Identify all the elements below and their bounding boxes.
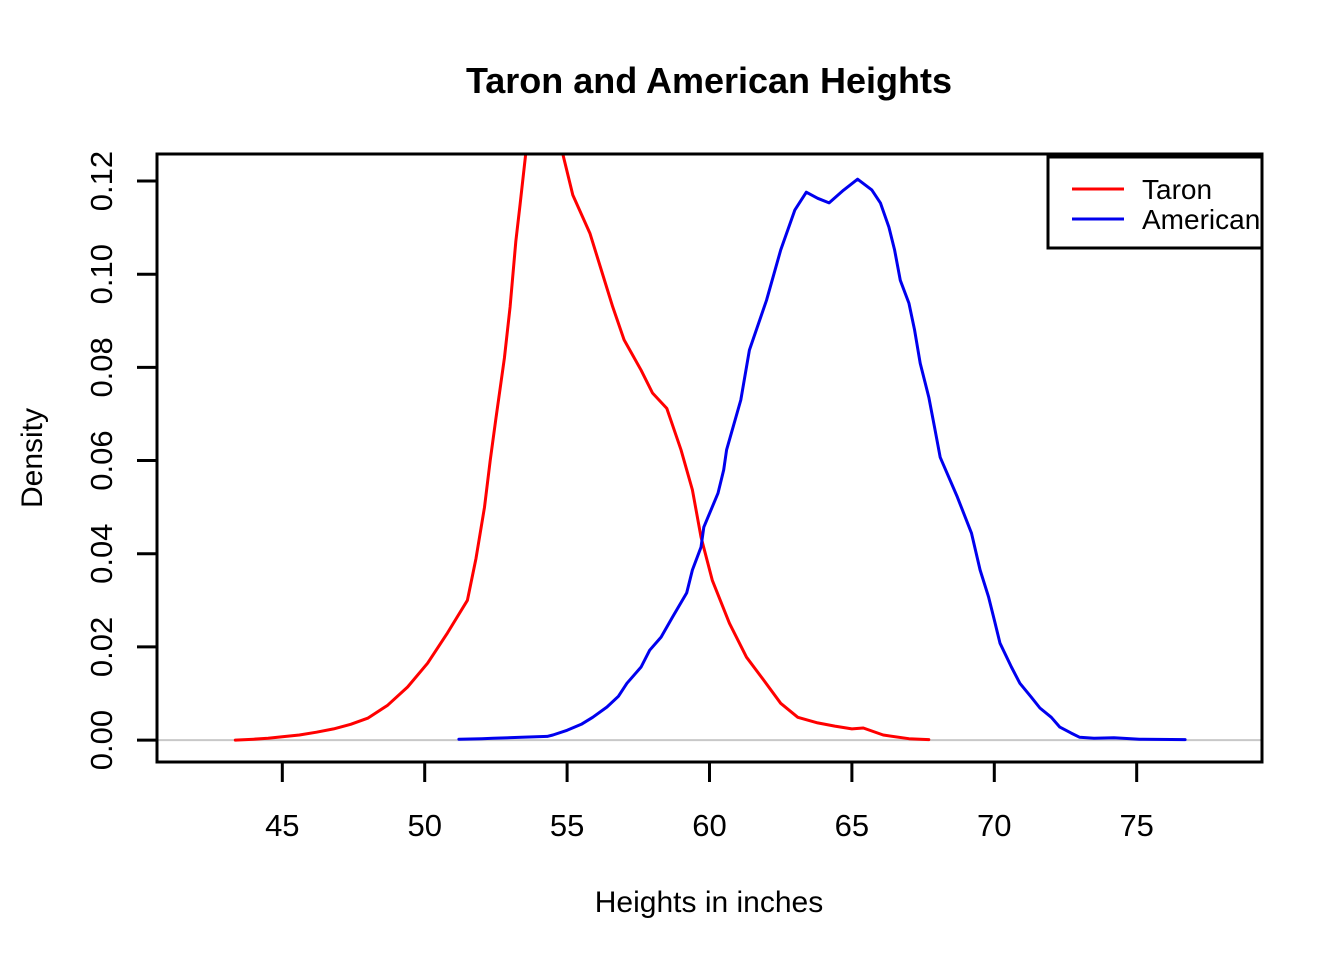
legend-entry-label: American xyxy=(1142,204,1260,235)
x-axis-label: Heights in inches xyxy=(595,886,823,919)
chart-title: Taron and American Heights xyxy=(466,60,952,101)
x-axis-ticks: 45 50 55 60 65 70 75 xyxy=(265,762,1154,843)
legend-box xyxy=(1046,155,1264,250)
x-tick-label: 70 xyxy=(977,808,1011,843)
y-tick-label: 0.02 xyxy=(84,617,119,677)
y-tick-label: 0.00 xyxy=(84,710,119,770)
taron-curve xyxy=(233,154,931,742)
y-tick-label: 0.08 xyxy=(84,337,119,397)
legend-entry-label: Taron xyxy=(1142,174,1212,205)
y-tick-label: 0.04 xyxy=(84,524,119,584)
american-curve xyxy=(457,177,1187,742)
y-tick-label: 0.10 xyxy=(84,244,119,304)
x-tick-label: 50 xyxy=(407,808,441,843)
series-curves xyxy=(233,154,1187,742)
y-axis-label: Density xyxy=(16,408,49,508)
x-tick-label: 55 xyxy=(550,808,584,843)
x-tick-label: 75 xyxy=(1119,808,1153,843)
x-tick-label: 60 xyxy=(692,808,726,843)
x-tick-label: 65 xyxy=(835,808,869,843)
y-tick-label: 0.12 xyxy=(84,151,119,211)
y-axis-ticks: 0.00 0.02 0.04 0.06 0.08 0.10 0.12 xyxy=(84,151,157,770)
y-tick-label: 0.06 xyxy=(84,430,119,490)
x-tick-label: 45 xyxy=(265,808,299,843)
